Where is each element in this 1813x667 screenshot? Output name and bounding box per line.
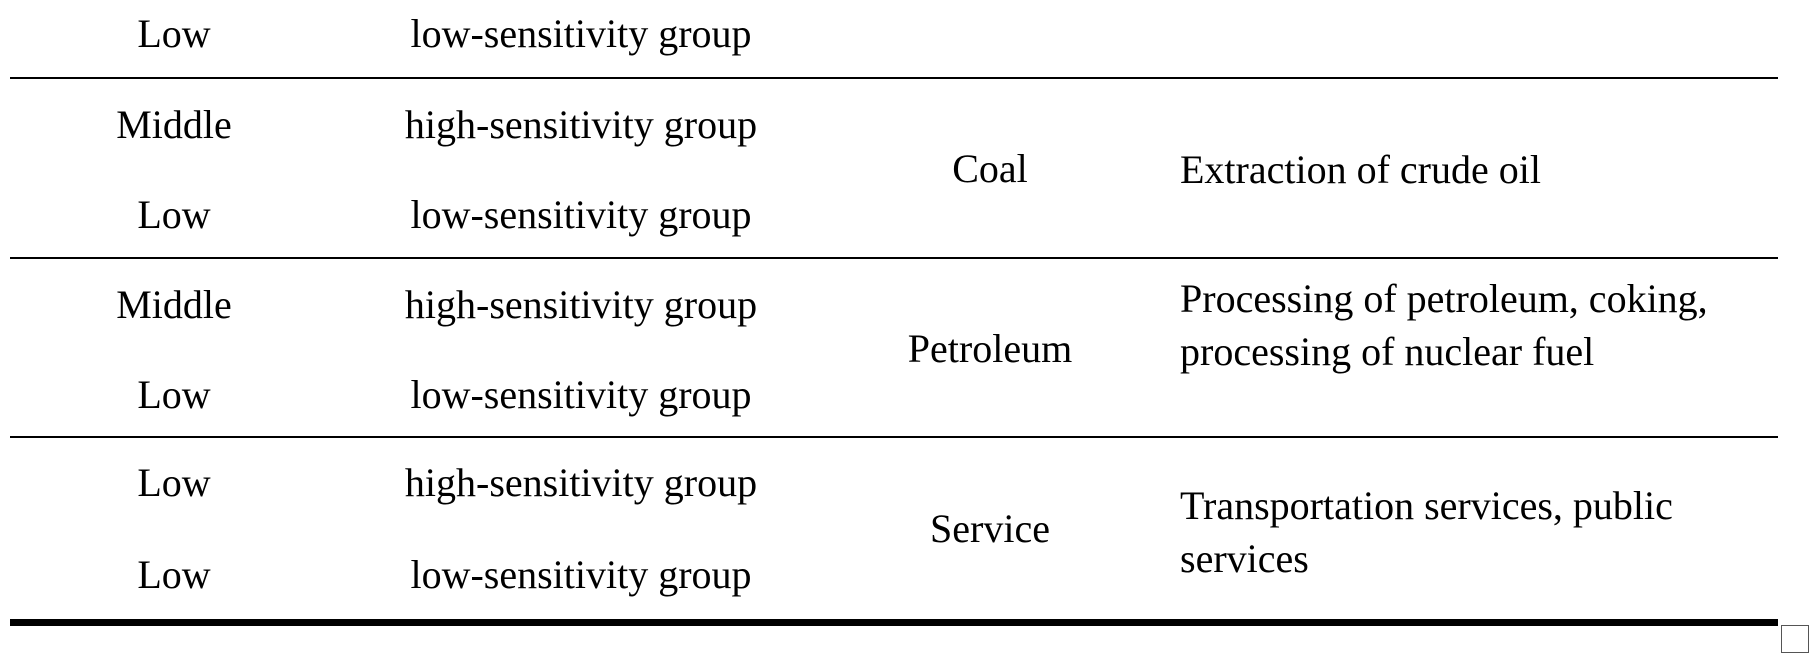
group-cell: low-sensitivity group [410,192,752,237]
industry-cell: Processing of petroleum, coking, process… [1180,276,1708,374]
sector-cell: Petroleum [907,326,1073,371]
row-divider [10,257,1778,259]
industry-cell: Extraction of crude oil [1180,147,1541,192]
row-divider [10,77,1778,79]
level-cell: Low [137,460,211,505]
group-cell: high-sensitivity group [404,282,758,327]
level-cell: Low [137,192,211,237]
table-bottom-rule [10,619,1778,626]
group-cell: low-sensitivity group [410,372,752,417]
level-cell: Low [137,11,211,56]
group-cell: low-sensitivity group [410,552,752,597]
row-divider [10,436,1778,438]
group-cell: high-sensitivity group [404,102,758,147]
sector-cell: Service [930,506,1050,551]
level-cell: Middle [116,282,232,327]
level-cell: Middle [116,102,232,147]
sector-cell: Coal [952,146,1028,191]
group-cell: low-sensitivity group [410,11,752,56]
industry-cell: Transportation services, public services [1180,483,1673,581]
level-cell: Low [137,372,211,417]
group-cell: high-sensitivity group [404,460,758,505]
level-cell: Low [137,552,211,597]
table-resize-handle[interactable] [1781,625,1809,653]
